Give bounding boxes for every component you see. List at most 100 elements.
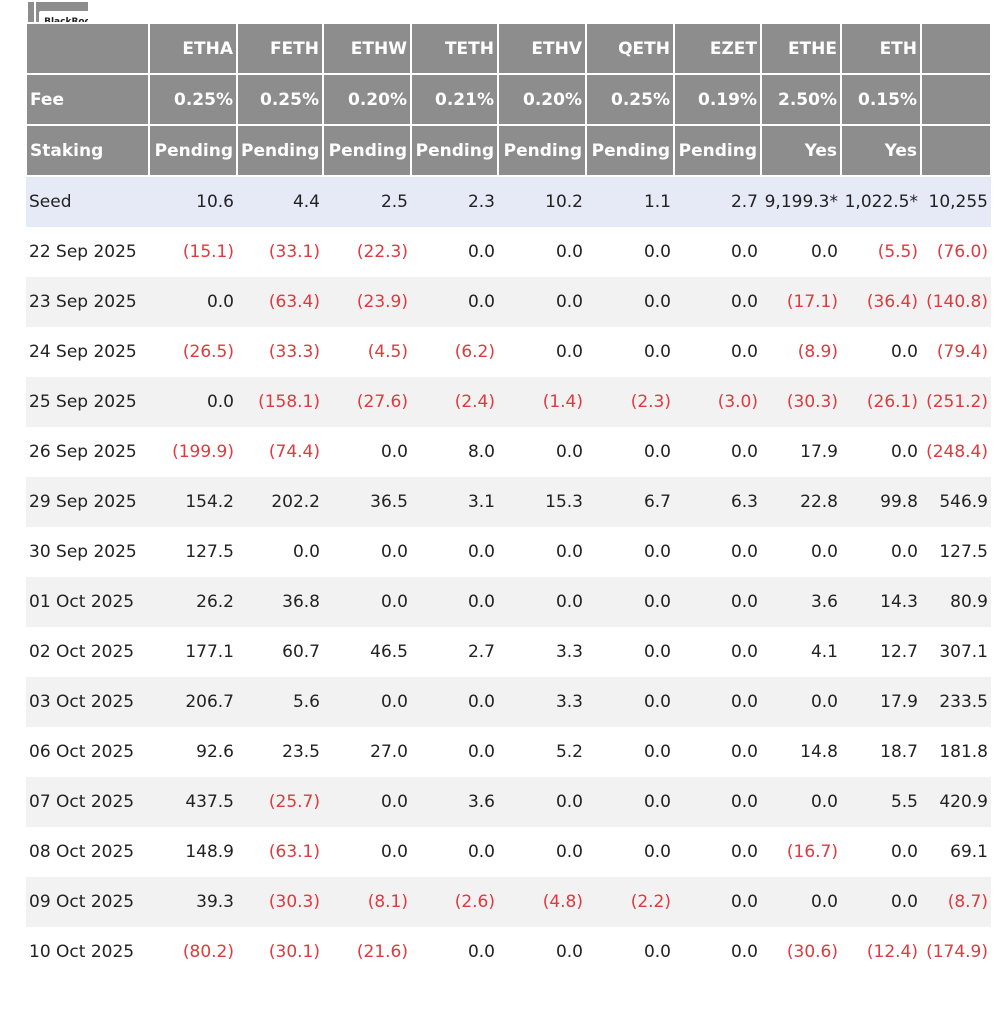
flow-value: (26.1) (841, 377, 921, 427)
seed-value: 10,255 (921, 176, 991, 227)
date: 30 Sep 2025 (29, 542, 137, 562)
flow-value: 12.7 (880, 642, 918, 662)
flow-value: (30.3) (237, 877, 323, 927)
flow-value: 177.1 (185, 642, 234, 662)
flow-value: (30.3) (761, 377, 841, 427)
flow-value: 3.1 (411, 477, 498, 527)
fee-value: 0.15% (840, 73, 922, 126)
flow-value: 0.0 (643, 842, 671, 862)
flow-row: 29 Sep 2025 154.2 202.2 36.5 3.1 15.3 6.7 6.3 22… (26, 477, 991, 527)
flow-value: 0.0 (674, 877, 761, 927)
flow-value: 0.0 (674, 577, 761, 627)
date: 06 Oct 2025 (29, 742, 135, 762)
flow-value: 17.9 (800, 442, 838, 462)
date: 02 Oct 2025 (29, 642, 135, 662)
seed-value: 2.5 (323, 176, 411, 227)
flow-value: 0.0 (586, 777, 674, 827)
flow-value: (17.1) (761, 277, 841, 327)
flow-value: 0.0 (730, 542, 758, 562)
date: 26 Sep 2025 (29, 442, 137, 462)
seed-value: 4.4 (237, 176, 323, 227)
flow-value: 26.2 (149, 577, 237, 627)
date: 03 Oct 2025 (26, 677, 149, 727)
flow-value: 0.0 (643, 642, 671, 662)
flow-value: 181.8 (939, 742, 988, 762)
ticker: ETHW (322, 22, 412, 75)
date: 09 Oct 2025 (26, 877, 149, 927)
flow-value: (8.1) (323, 877, 411, 927)
flow-value: 0.0 (586, 277, 674, 327)
flow-row: 10 Oct 2025 (80.2) (30.1) (21.6) 0.0 0.0 0.0 0.… (26, 927, 991, 977)
flow-value: 0.0 (674, 777, 761, 827)
flow-value: 14.8 (800, 742, 838, 762)
flow-value: 0.0 (730, 842, 758, 862)
flow-value: 6.7 (586, 477, 674, 527)
flow-value: 0.0 (810, 242, 838, 262)
seed-value: 10.6 (149, 176, 237, 227)
flow-row: 24 Sep 2025 (26.5) (33.3) (4.5) (6.2) 0.0 0.0 0… (26, 327, 991, 377)
flow-value: 27.0 (370, 742, 408, 762)
etf-flows-table: BlackRockFidelityBitwise21sharesVanEckIn… (25, 0, 992, 977)
flow-value: (33.3) (268, 342, 320, 362)
row-label: Staking (25, 124, 150, 177)
flow-value: 0.0 (555, 542, 583, 562)
seed-value: 1.1 (586, 176, 674, 227)
flow-value: 69.1 (950, 842, 988, 862)
flow-value: (8.9) (797, 342, 838, 362)
flow-value: 0.0 (380, 842, 408, 862)
flow-value: (2.3) (586, 377, 674, 427)
flow-value: (2.2) (586, 877, 674, 927)
staking-value: Pending (585, 124, 675, 177)
flow-value: 0.0 (643, 742, 671, 762)
flow-value: 0.0 (467, 742, 495, 762)
flow-value: (63.4) (237, 277, 323, 327)
flow-value: 0.0 (149, 377, 237, 427)
flow-value: (158.1) (237, 377, 323, 427)
flow-value: 0.0 (323, 777, 411, 827)
flow-value: 0.0 (555, 342, 583, 362)
ticker: QETH (585, 22, 675, 75)
date: 24 Sep 2025 (29, 342, 137, 362)
empty-cell (25, 22, 150, 75)
staking-value: Yes (760, 124, 842, 177)
row-label: Seed (26, 176, 149, 227)
date: 07 Oct 2025 (26, 777, 149, 827)
flow-value: 0.0 (555, 242, 583, 262)
flow-value: 46.5 (370, 642, 408, 662)
flow-value: 0.0 (761, 877, 841, 927)
flow-value: 0.0 (149, 277, 237, 327)
date: 10 Oct 2025 (29, 942, 135, 962)
flow-value: 5.2 (555, 742, 583, 762)
flow-value: 99.8 (841, 477, 921, 527)
logo-cell: BlackRock (34, 0, 88, 22)
empty-cell (920, 124, 992, 177)
flow-value: (248.4) (926, 442, 988, 462)
flow-value: 0.0 (730, 442, 758, 462)
flow-value: (23.9) (323, 277, 411, 327)
flow-value: 0.0 (467, 542, 495, 562)
flow-value: (74.4) (268, 442, 320, 462)
seed-row: Seed 10.6 4.4 2.5 2.3 10.2 1.1 2.7 9,199.3* 1,022… (26, 176, 991, 227)
staking-value: Pending (410, 124, 499, 177)
flow-row: 08 Oct 2025 148.9 (63.1) 0.0 0.0 0.0 0.0 0.0 (16… (26, 827, 991, 877)
flow-value: 0.0 (555, 442, 583, 462)
flow-value: 0.0 (380, 542, 408, 562)
flow-value: 5.6 (237, 677, 323, 727)
fee-value: 0.25% (148, 73, 238, 126)
row-label: Fee (25, 73, 150, 126)
date: 01 Oct 2025 (26, 577, 149, 627)
flow-value: (21.6) (356, 942, 408, 962)
flow-value: (16.7) (786, 842, 838, 862)
flow-value: 8.0 (467, 442, 495, 462)
flow-row: 30 Sep 2025 127.5 0.0 0.0 0.0 0.0 0.0 0.0 0.0 0.0… (26, 527, 991, 577)
flow-value: (22.3) (356, 242, 408, 262)
flow-value: 0.0 (890, 442, 918, 462)
flow-value: (1.4) (498, 377, 586, 427)
fee-value: 0.25% (236, 73, 324, 126)
flow-row: 01 Oct 2025 26.2 36.8 0.0 0.0 0.0 0.0 0.0 3.6 14.… (26, 577, 991, 627)
flow-row: 03 Oct 2025 206.7 5.6 0.0 0.0 3.3 0.0 0.0 0.0 17.… (26, 677, 991, 727)
ticker: ETHV (497, 22, 587, 75)
flow-value: 0.0 (498, 577, 586, 627)
flow-value: 148.9 (185, 842, 234, 862)
ticker: ETH (840, 22, 922, 75)
